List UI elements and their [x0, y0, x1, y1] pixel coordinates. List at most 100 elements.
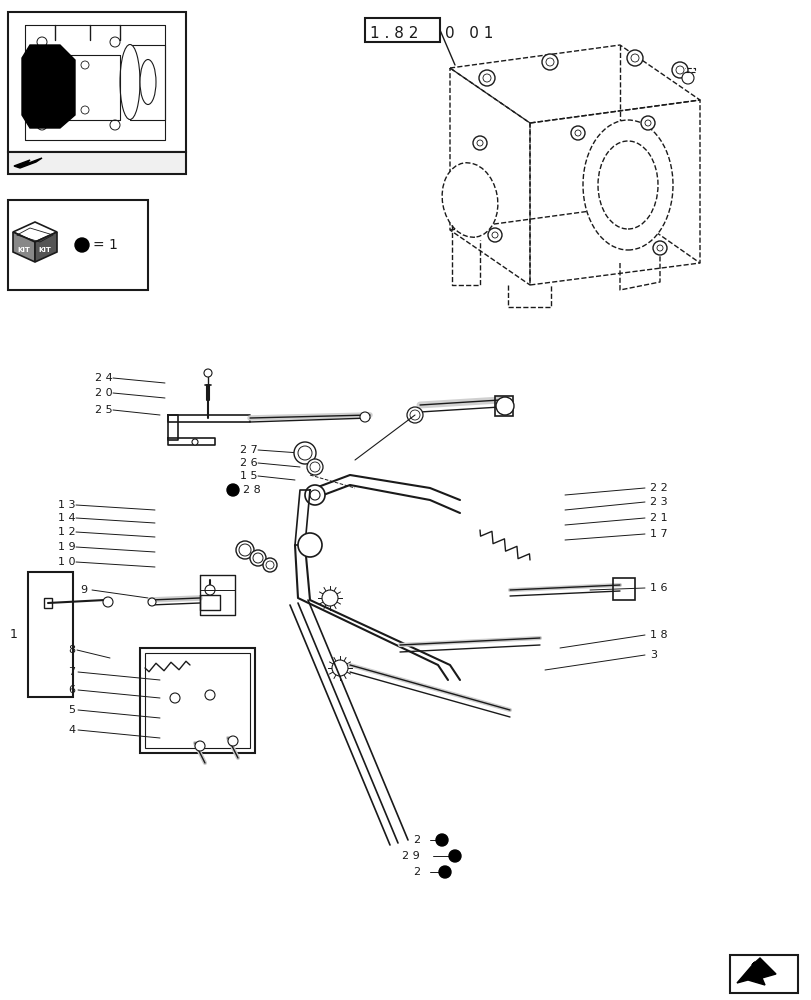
Circle shape: [294, 442, 315, 464]
Circle shape: [310, 490, 320, 500]
Bar: [495, 396, 513, 416]
Circle shape: [227, 484, 238, 496]
Text: KIT: KIT: [17, 247, 30, 253]
Polygon shape: [13, 232, 35, 262]
Text: 2: 2: [412, 867, 419, 877]
Text: 6: 6: [68, 685, 75, 695]
Ellipse shape: [139, 60, 156, 104]
Circle shape: [228, 736, 238, 746]
Text: 5: 5: [68, 705, 75, 715]
Circle shape: [109, 37, 120, 47]
Circle shape: [204, 369, 212, 377]
Circle shape: [359, 412, 370, 422]
Circle shape: [672, 62, 687, 78]
Circle shape: [483, 74, 491, 82]
Circle shape: [298, 446, 311, 460]
Circle shape: [656, 245, 663, 251]
Text: KIT: KIT: [38, 247, 51, 253]
Circle shape: [263, 558, 277, 572]
Text: 2 7: 2 7: [240, 445, 257, 455]
Bar: [8, 200, 148, 290]
Circle shape: [574, 130, 581, 136]
Circle shape: [640, 116, 654, 130]
Circle shape: [476, 140, 483, 146]
Text: 2 5: 2 5: [95, 405, 113, 415]
Circle shape: [626, 50, 642, 66]
Text: 1 2: 1 2: [58, 527, 75, 537]
Text: 2 9: 2 9: [401, 851, 419, 861]
Circle shape: [406, 407, 423, 423]
Circle shape: [681, 72, 693, 84]
Circle shape: [652, 241, 666, 255]
Circle shape: [81, 61, 89, 69]
Bar: [365, 18, 440, 42]
Polygon shape: [736, 958, 775, 985]
Circle shape: [491, 232, 497, 238]
Bar: [612, 578, 634, 600]
Text: 2 6: 2 6: [240, 458, 257, 468]
Bar: [729, 955, 797, 993]
Text: 2 8: 2 8: [242, 485, 260, 495]
Text: 2: 2: [412, 835, 419, 845]
Circle shape: [410, 410, 419, 420]
Circle shape: [541, 54, 557, 70]
Text: 2 1: 2 1: [649, 513, 667, 523]
Text: 1 9: 1 9: [58, 542, 75, 552]
Circle shape: [253, 553, 263, 563]
Text: 1 7: 1 7: [649, 529, 667, 539]
Circle shape: [195, 741, 204, 751]
Text: 7: 7: [68, 667, 75, 677]
Circle shape: [487, 228, 501, 242]
Circle shape: [448, 850, 461, 862]
Circle shape: [436, 834, 448, 846]
Ellipse shape: [582, 120, 672, 250]
Circle shape: [103, 597, 113, 607]
Text: 3: 3: [649, 650, 656, 660]
Text: 1 4: 1 4: [58, 513, 75, 523]
Circle shape: [439, 866, 450, 878]
Polygon shape: [35, 232, 57, 262]
Circle shape: [81, 106, 89, 114]
Circle shape: [478, 70, 495, 86]
Circle shape: [169, 693, 180, 703]
Circle shape: [204, 585, 215, 595]
Circle shape: [332, 660, 348, 676]
Circle shape: [298, 533, 322, 557]
Circle shape: [238, 544, 251, 556]
Circle shape: [191, 439, 198, 445]
Circle shape: [644, 120, 650, 126]
Circle shape: [676, 66, 683, 74]
Text: 2 4: 2 4: [95, 373, 113, 383]
Bar: [8, 152, 186, 174]
Circle shape: [310, 462, 320, 472]
Bar: [28, 572, 73, 697]
Bar: [8, 12, 186, 152]
Text: 8: 8: [68, 645, 75, 655]
Ellipse shape: [442, 163, 497, 237]
Text: 1 5: 1 5: [240, 471, 257, 481]
Circle shape: [630, 54, 638, 62]
Circle shape: [496, 397, 513, 415]
Polygon shape: [13, 222, 57, 242]
Text: 2 0: 2 0: [95, 388, 113, 398]
Text: 1 3: 1 3: [58, 500, 75, 510]
Circle shape: [109, 120, 120, 130]
Polygon shape: [14, 158, 42, 168]
Ellipse shape: [120, 44, 139, 119]
Text: 1 8: 1 8: [649, 630, 667, 640]
Circle shape: [37, 120, 47, 130]
Circle shape: [250, 550, 266, 566]
Polygon shape: [22, 45, 75, 128]
Circle shape: [75, 238, 89, 252]
Circle shape: [307, 459, 323, 475]
Circle shape: [305, 485, 324, 505]
Text: 1: 1: [10, 629, 18, 642]
Circle shape: [37, 37, 47, 47]
Text: 9: 9: [80, 585, 87, 595]
Circle shape: [545, 58, 553, 66]
Bar: [139, 648, 255, 753]
Text: 4: 4: [68, 725, 75, 735]
Circle shape: [236, 541, 254, 559]
Text: = 1: = 1: [93, 238, 118, 252]
Text: 2 2: 2 2: [649, 483, 667, 493]
